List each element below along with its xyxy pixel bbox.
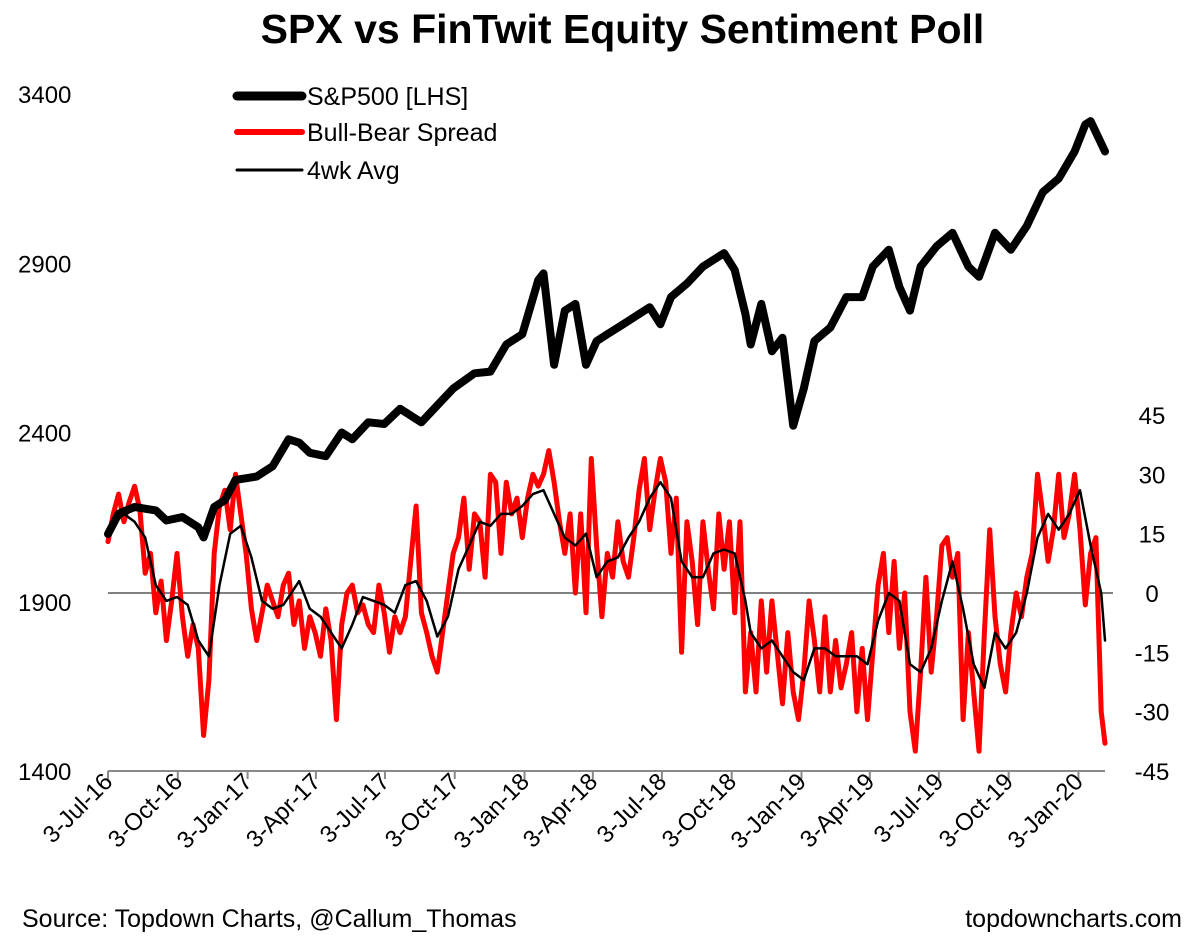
bull-bear-spread-line xyxy=(105,448,1108,754)
y-right-tick-label: 30 xyxy=(1139,462,1166,489)
four-week-avg-line xyxy=(106,480,1107,690)
legend-label-spread: Bull-Bear Spread xyxy=(307,119,497,147)
x-tick-label: 3-Oct-16 xyxy=(103,768,188,853)
chart-legend: S&P500 [LHS] Bull-Bear Spread 4wk Avg xyxy=(232,83,497,185)
chart-title: SPX vs FinTwit Equity Sentiment Poll xyxy=(260,6,985,52)
x-tick-label: 3-Jan-17 xyxy=(172,768,258,854)
y-left-tick-label: 2900 xyxy=(18,251,71,278)
y-left-tick-label: 1900 xyxy=(18,590,71,617)
x-tick-label: 3-Oct-18 xyxy=(657,768,742,853)
legend-label-spx: S&P500 [LHS] xyxy=(307,83,468,111)
x-tick-label: 3-Oct-19 xyxy=(934,768,1019,853)
chart-series xyxy=(104,117,1109,754)
y-right-tick-label: -30 xyxy=(1135,700,1170,727)
source-note: Source: Topdown Charts, @Callum_Thomas xyxy=(22,905,517,933)
y-right-tick-label: 45 xyxy=(1139,403,1166,430)
x-tick-label: 3-Apr-19 xyxy=(795,768,880,853)
y-right-tick-label: 15 xyxy=(1139,522,1166,549)
x-tick-label: 3-Oct-17 xyxy=(380,768,465,853)
x-tick-label: 3-Jan-20 xyxy=(1003,768,1089,854)
y-left-tick-label: 2400 xyxy=(18,421,71,448)
legend-label-avg: 4wk Avg xyxy=(307,157,400,185)
x-tick-label: 3-Jan-19 xyxy=(726,768,812,854)
y-right-tick-label: 0 xyxy=(1145,581,1158,608)
site-credit: topdowncharts.com xyxy=(965,905,1182,933)
y-right-tick-label: -15 xyxy=(1135,640,1170,667)
y-right-tick-label: -45 xyxy=(1135,759,1170,786)
x-tick-label: 3-Apr-17 xyxy=(241,768,326,853)
y-left-tick-label: 3400 xyxy=(18,82,71,109)
spx-line xyxy=(104,117,1109,542)
x-tick-label: 3-Jan-18 xyxy=(449,768,535,854)
x-tick-label: 3-Apr-18 xyxy=(518,768,603,853)
y-left-tick-label: 1400 xyxy=(18,759,71,786)
